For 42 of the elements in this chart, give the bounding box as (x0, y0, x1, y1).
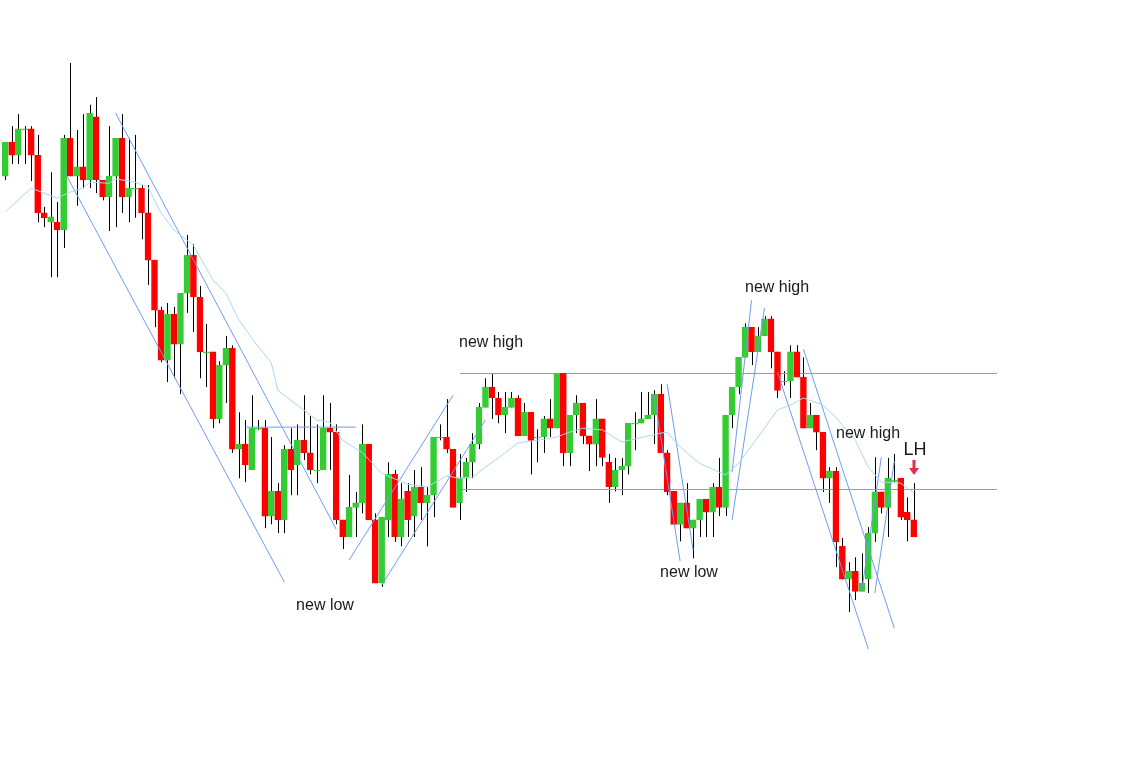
candlestick (47, 171, 54, 278)
candlestick (521, 402, 528, 437)
candlestick (696, 498, 703, 538)
candlestick (611, 457, 619, 492)
candlestick (8, 125, 16, 165)
candlestick (748, 326, 755, 366)
annotation: new low (296, 596, 355, 614)
candlestick (592, 398, 600, 467)
candlestick (852, 556, 859, 601)
candlestick (605, 453, 613, 504)
candlestick (709, 482, 716, 538)
candlestick (482, 377, 489, 408)
candlestick (469, 432, 476, 479)
candlestick (637, 391, 645, 424)
candlestick (339, 519, 347, 550)
candlestick (267, 436, 275, 525)
candlestick (138, 184, 145, 240)
candlestick (300, 394, 308, 461)
annotation: new high (835, 424, 901, 442)
annotation: new high (458, 333, 524, 351)
candlestick (547, 398, 554, 438)
annotation: new high (744, 278, 810, 296)
annotation: new low (660, 563, 719, 581)
candlestick (761, 315, 768, 337)
candlestick (203, 323, 210, 388)
candlestick (417, 466, 424, 521)
candlestick (287, 427, 295, 496)
candlestick (242, 419, 249, 483)
candlestick (495, 391, 502, 424)
candlestick (352, 491, 359, 538)
candlestick (585, 435, 593, 472)
candlestick (443, 398, 450, 454)
candlestick (456, 453, 463, 521)
candlestick (813, 414, 820, 451)
candlestick (534, 428, 541, 463)
candlestick (73, 129, 80, 207)
candlestick (313, 423, 321, 484)
candlestick (306, 415, 314, 475)
candlestick (572, 394, 580, 434)
annotation: LH (903, 438, 927, 459)
candlestick (826, 466, 833, 504)
candlestick (910, 482, 917, 538)
